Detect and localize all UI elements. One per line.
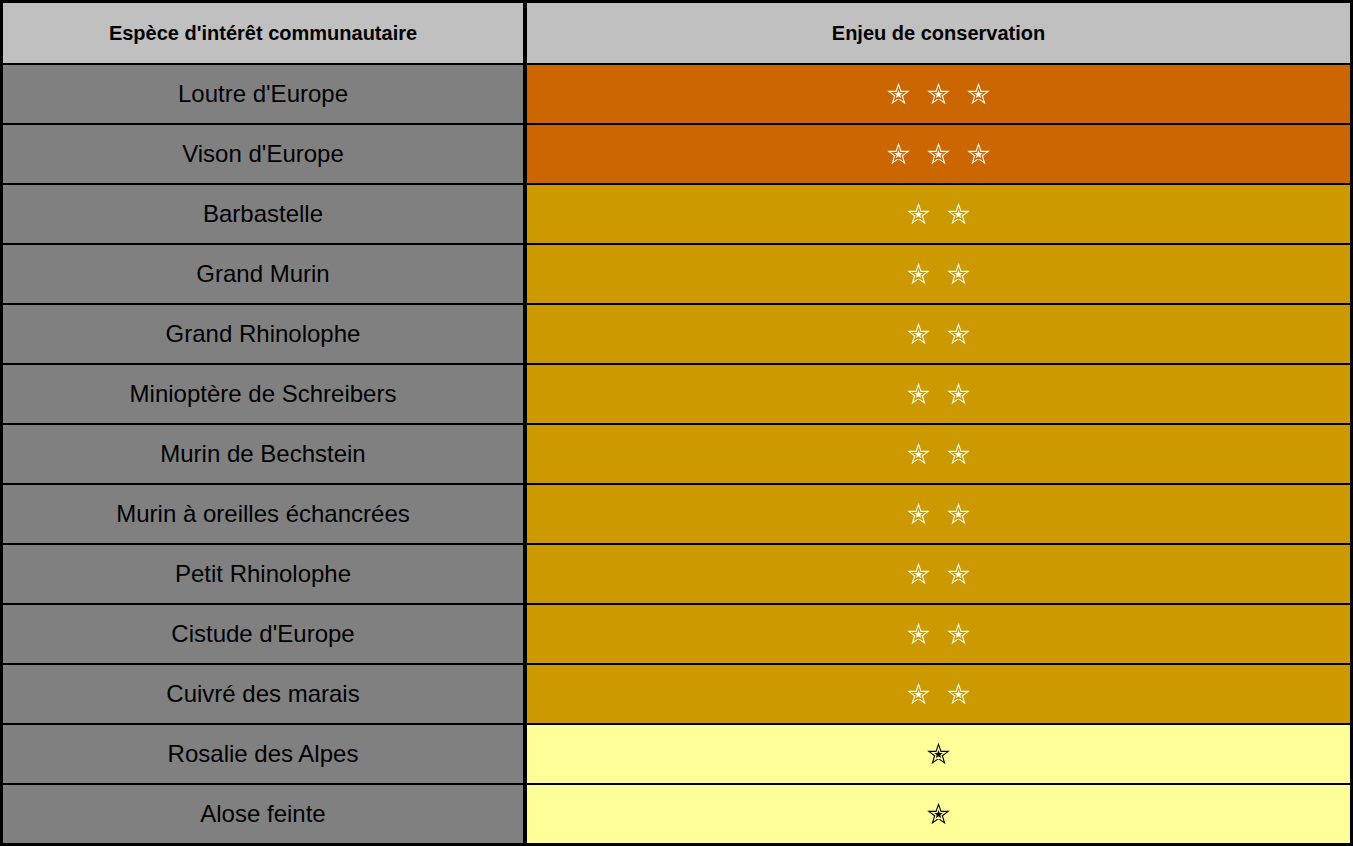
conservation-stars-cell: [527, 725, 1350, 783]
species-cell: Murin de Bechstein: [3, 425, 523, 483]
species-cell: Grand Rhinolophe: [3, 305, 523, 363]
species-cell: Loutre d'Europe: [3, 65, 523, 123]
species-cell: Barbastelle: [3, 185, 523, 243]
conservation-stars-cell: [527, 185, 1350, 243]
conservation-stars-cell: [527, 425, 1350, 483]
star-icon: [945, 381, 972, 407]
star-icon: [945, 441, 972, 467]
species-conservation-table: Espèce d'intérêt communautaire Enjeu de …: [0, 0, 1353, 846]
star-icon: [965, 81, 992, 107]
conservation-stars-cell: [527, 365, 1350, 423]
conservation-stars-cell: [527, 485, 1350, 543]
conservation-stars-cell: [527, 65, 1350, 123]
header-species: Espèce d'intérêt communautaire: [3, 3, 523, 63]
star-icon: [905, 321, 932, 347]
species-cell: Cuivré des marais: [3, 665, 523, 723]
species-cell: Alose feinte: [3, 785, 523, 843]
conservation-stars-cell: [527, 125, 1350, 183]
star-icon: [885, 81, 912, 107]
header-conservation: Enjeu de conservation: [527, 3, 1350, 63]
star-icon: [945, 561, 972, 587]
species-cell: Minioptère de Schreibers: [3, 365, 523, 423]
star-icon: [945, 261, 972, 287]
star-icon: [965, 141, 992, 167]
star-icon: [925, 741, 952, 767]
star-icon: [905, 561, 932, 587]
star-icon: [905, 501, 932, 527]
star-icon: [945, 621, 972, 647]
conservation-stars-cell: [527, 545, 1350, 603]
star-icon: [905, 201, 932, 227]
star-icon: [905, 681, 932, 707]
species-cell: Petit Rhinolophe: [3, 545, 523, 603]
star-icon: [925, 141, 952, 167]
star-icon: [945, 321, 972, 347]
star-icon: [925, 801, 952, 827]
conservation-stars-cell: [527, 305, 1350, 363]
star-icon: [905, 381, 932, 407]
star-icon: [905, 261, 932, 287]
conservation-stars-cell: [527, 665, 1350, 723]
star-icon: [945, 501, 972, 527]
star-icon: [925, 81, 952, 107]
species-cell: Cistude d'Europe: [3, 605, 523, 663]
species-cell: Murin à oreilles échancrées: [3, 485, 523, 543]
star-icon: [885, 141, 912, 167]
star-icon: [945, 681, 972, 707]
star-icon: [905, 441, 932, 467]
species-cell: Rosalie des Alpes: [3, 725, 523, 783]
star-icon: [905, 621, 932, 647]
star-icon: [945, 201, 972, 227]
conservation-stars-cell: [527, 605, 1350, 663]
species-cell: Vison d'Europe: [3, 125, 523, 183]
conservation-stars-cell: [527, 245, 1350, 303]
species-cell: Grand Murin: [3, 245, 523, 303]
conservation-stars-cell: [527, 785, 1350, 843]
